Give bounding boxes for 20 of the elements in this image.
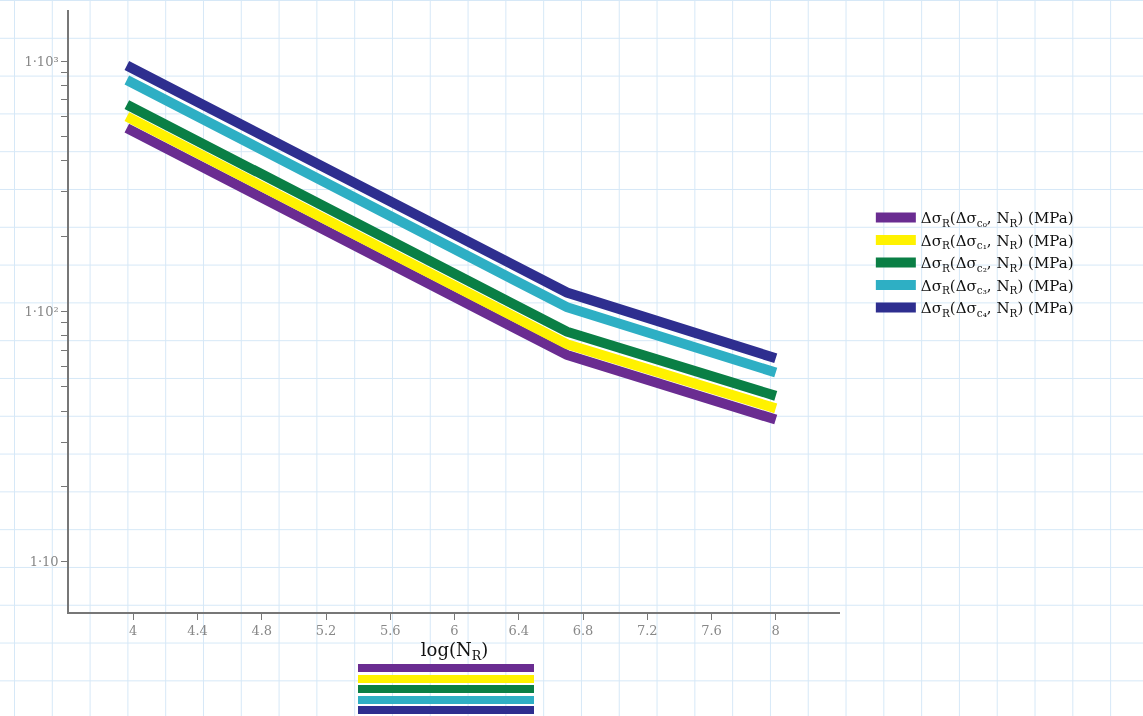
x-tick-label: 7.6: [701, 623, 722, 639]
x-tick-label: 8: [771, 623, 780, 639]
legend-label: Δσ$_{R}$(Δσ$_{c₄}$, N$_{R}$) (MPa): [920, 299, 1074, 319]
legend-label: Δσ$_{R}$(Δσ$_{c₂}$, N$_{R}$) (MPa): [920, 254, 1074, 274]
x-tick-label: 6.4: [508, 623, 530, 639]
y-tick-label: 1·10²: [24, 303, 59, 319]
legend-label: Δσ$_{R}$(Δσ$_{c₃}$, N$_{R}$) (MPa): [920, 276, 1074, 297]
y-tick-label: 1·10³: [24, 53, 59, 69]
x-tick-label: 7.2: [636, 623, 658, 639]
x-tick-label: 4: [129, 623, 138, 639]
legend-label: Δσ$_{R}$(Δσ$_{c₀}$, N$_{R}$) (MPa): [920, 209, 1074, 229]
y-tick-label: 1·10: [29, 554, 59, 570]
x-tick-label: 4.8: [251, 623, 273, 639]
x-axis-title: log(N$_{R}$): [420, 638, 489, 663]
legend-label: Δσ$_{R}$(Δσ$_{c₁}$, N$_{R}$) (MPa): [920, 231, 1074, 252]
x-tick-label: 4.4: [187, 623, 208, 639]
x-tick-label: 5.2: [315, 623, 337, 639]
x-tick-label: 6.8: [572, 623, 594, 639]
x-tick-label: 6: [450, 623, 459, 639]
x-tick-label: 5.6: [379, 623, 401, 639]
